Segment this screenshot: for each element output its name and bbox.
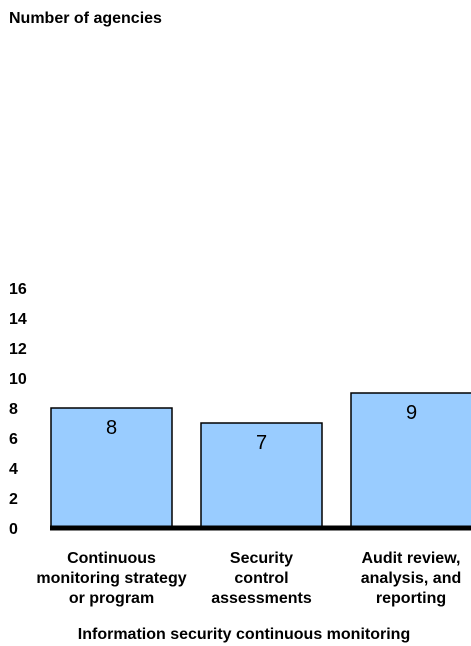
bar-value-labels: 8 7 9: [106, 402, 417, 454]
bar-1: [50, 407, 173, 529]
x-axis-tick-group-2: Security control assessments: [211, 550, 312, 607]
x-axis-tick-label-3-line-2: analysis, and: [361, 570, 462, 587]
bar-value-label-2: 7: [256, 432, 267, 454]
x-axis-tick-label-2-line-3: assessments: [211, 590, 312, 607]
x-axis-tick-label-3-line-3: reporting: [376, 590, 446, 607]
y-axis-tick-2: 2: [9, 491, 18, 508]
x-axis-tick-group-1: Continuous monitoring strategy or program: [36, 550, 186, 607]
y-axis-tick-10: 10: [9, 371, 27, 388]
x-axis-tick-labels: Continuous monitoring strategy or program S…: [36, 550, 461, 607]
x-axis-tick-label-1-line-3: or program: [69, 590, 154, 607]
y-axis-tick-8: 8: [9, 401, 18, 418]
x-axis-tick-label-3-line-1: Audit review,: [362, 550, 461, 567]
y-axis-tick-6: 6: [9, 431, 18, 448]
x-axis-tick-label-2-line-1: Security: [230, 550, 293, 567]
x-axis-tick-label-1-line-2: monitoring strategy: [36, 570, 186, 587]
y-axis-tick-14: 14: [9, 311, 27, 328]
y-axis-tick-12: 12: [9, 341, 27, 358]
x-axis-tick-label-1-line-1: Continuous: [67, 550, 156, 567]
y-axis-tick-4: 4: [9, 461, 18, 478]
y-axis-title: Number of agencies: [9, 10, 162, 27]
x-axis-tick-group-3: Audit review, analysis, and reporting: [361, 550, 462, 607]
bar-value-label-3: 9: [406, 402, 417, 424]
y-axis-ticks: 0 2 4 6 8 10 12 14 16: [9, 281, 27, 538]
bar-value-label-1: 8: [106, 417, 117, 439]
y-axis-tick-16: 16: [9, 281, 27, 298]
x-axis-title: Information security continuous monitori…: [78, 626, 410, 643]
x-axis-tick-label-2-line-2: control: [234, 570, 288, 587]
bar-2: [200, 422, 323, 529]
y-axis-tick-0: 0: [9, 521, 18, 538]
